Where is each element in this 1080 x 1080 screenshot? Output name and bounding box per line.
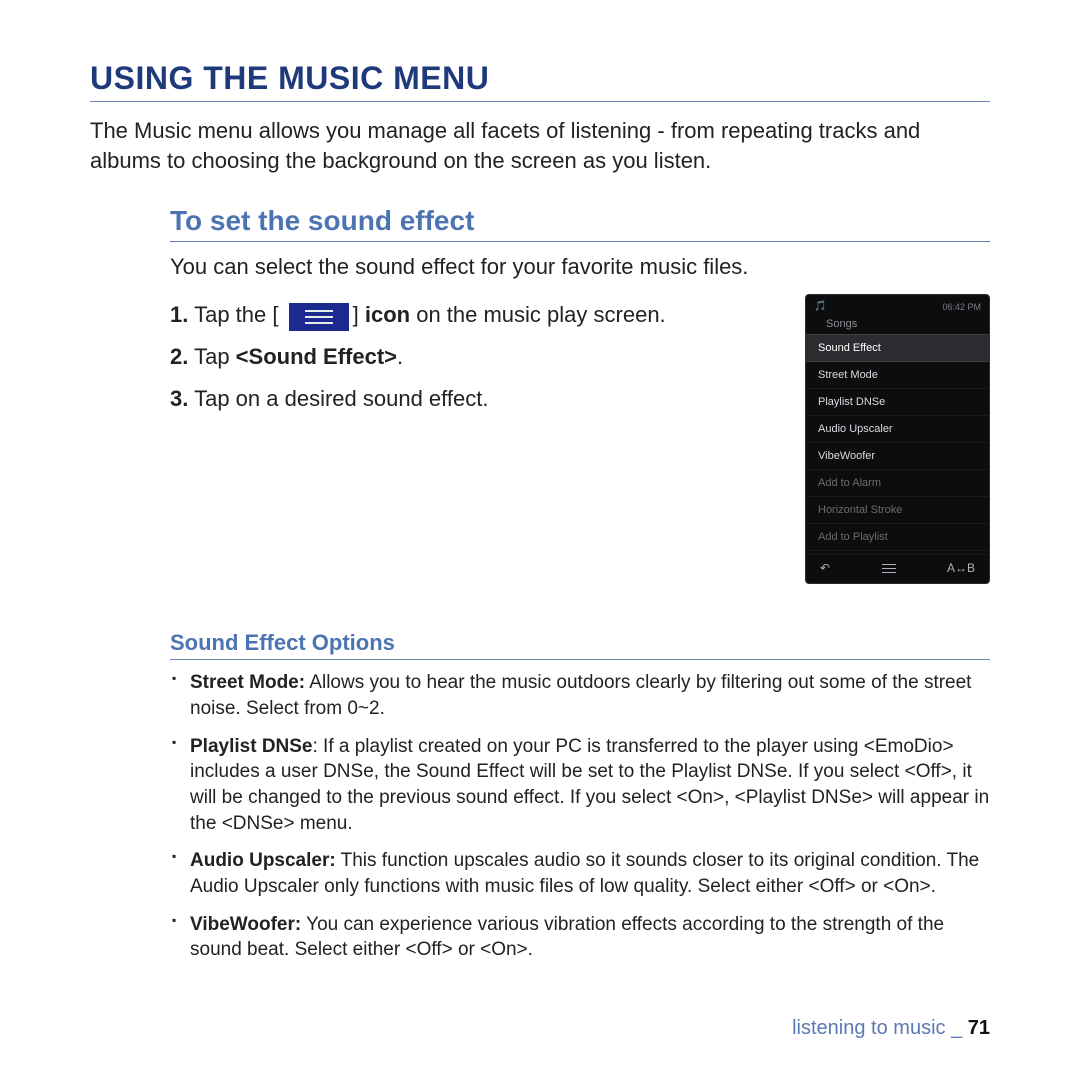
option-item: VibeWoofer: You can experience various v… (170, 912, 990, 963)
music-note-icon: 🎵 (814, 301, 826, 312)
step-text: on the music play screen. (410, 302, 666, 327)
option-item: Audio Upscaler: This function upscales a… (170, 848, 990, 899)
step-bold: <Sound Effect> (236, 344, 397, 369)
step-3: 3. Tap on a desired sound effect. (170, 378, 781, 420)
step-text: Tap the (194, 302, 272, 327)
step-1: 1. Tap the [ ] icon on the music play sc… (170, 294, 781, 336)
device-menu-item[interactable]: Sound Effect (806, 334, 989, 362)
option-item: Street Mode: Allows you to hear the musi… (170, 670, 990, 721)
device-menu-item[interactable]: Horizontal Stroke (806, 497, 989, 524)
bracket-open: [ (272, 302, 278, 327)
device-menu-item[interactable]: Audio Upscaler (806, 416, 989, 443)
section-sound-effect: To set the sound effect You can select t… (170, 205, 990, 962)
device-menu-item[interactable]: Add to Playlist (806, 524, 989, 551)
footer-section-label: listening to music _ (792, 1017, 968, 1039)
step-text: . (397, 344, 403, 369)
section-heading: To set the sound effect (170, 205, 990, 242)
options-heading: Sound Effect Options (170, 630, 990, 660)
option-label: Audio Upscaler: (190, 850, 336, 871)
step-number: 2. (170, 344, 188, 369)
device-screenshot: 🎵 06:42 PM Songs Sound Effect Street Mod… (805, 294, 990, 584)
menu-icon (289, 303, 349, 331)
page-title: USING THE MUSIC MENU (90, 60, 990, 102)
bracket-close: ] (353, 302, 359, 327)
section-intro: You can select the sound effect for your… (170, 254, 990, 280)
manual-page: USING THE MUSIC MENU The Music menu allo… (0, 0, 1080, 1080)
device-menu-item[interactable]: VibeWoofer (806, 443, 989, 470)
option-text: You can experience various vibration eff… (190, 914, 944, 961)
device-menu-item[interactable]: Playlist DNSe (806, 389, 989, 416)
device-bottom-bar: ↶ A↔B (806, 554, 989, 583)
option-label: Street Mode: (190, 672, 305, 693)
device-title: Songs (806, 316, 989, 334)
menu-icon[interactable] (882, 568, 896, 569)
step-number: 3. (170, 386, 188, 411)
step-bold: icon (365, 302, 410, 327)
device-menu-item[interactable]: Street Mode (806, 362, 989, 389)
step-text: Tap (194, 344, 236, 369)
option-label: VibeWoofer: (190, 914, 301, 935)
step-2: 2. Tap <Sound Effect>. (170, 336, 781, 378)
step-text: Tap on a desired sound effect. (194, 386, 488, 411)
device-status-bar: 🎵 06:42 PM (806, 301, 989, 316)
option-text: Allows you to hear the music outdoors cl… (190, 672, 971, 719)
device-time: 06:42 PM (942, 302, 981, 312)
option-item: Playlist DNSe: If a playlist created on … (170, 734, 990, 837)
option-label: Playlist DNSe (190, 736, 313, 757)
steps-list: 1. Tap the [ ] icon on the music play sc… (170, 294, 781, 419)
device-menu-item[interactable]: Add to Alarm (806, 470, 989, 497)
intro-text: The Music menu allows you manage all fac… (90, 116, 990, 175)
options-list: Street Mode: Allows you to hear the musi… (170, 670, 990, 962)
back-icon[interactable]: ↶ (820, 561, 830, 575)
step-number: 1. (170, 302, 188, 327)
page-number: 71 (968, 1017, 990, 1039)
page-footer: listening to music _ 71 (792, 1017, 990, 1040)
device-menu-list: Sound Effect Street Mode Playlist DNSe A… (806, 334, 989, 554)
ab-repeat-label[interactable]: A↔B (947, 561, 975, 575)
steps-and-device-row: 1. Tap the [ ] icon on the music play sc… (170, 294, 990, 584)
